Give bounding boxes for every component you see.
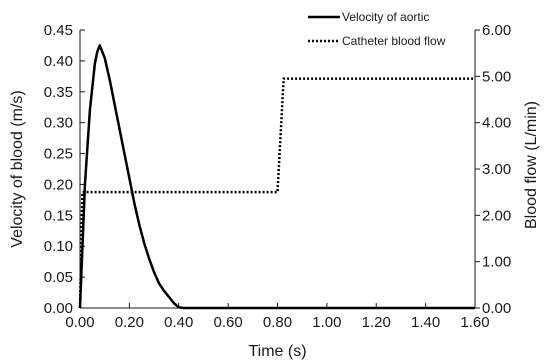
x-tick-group: 0.00 0.20 0.40 0.60 0.80 1.00 1.20 1.40 1.60 [65, 303, 490, 331]
left-y-tick-label: 0.05 [44, 269, 73, 286]
left-y-tick-label: 0.10 [44, 238, 73, 255]
left-y-tick-label: 0.20 [44, 176, 73, 193]
x-tick-label: 1.40 [411, 314, 440, 331]
left-y-tick-label: 0.00 [44, 300, 73, 317]
x-tick-label: 0.60 [214, 314, 243, 331]
right-y-tick-label: 3.00 [482, 161, 511, 178]
right-y-tick-label: 4.00 [482, 115, 511, 132]
left-y-tick-group: 0.00 0.05 0.10 0.15 0.20 0.25 0.30 0.35 0.40 0.45 [44, 22, 85, 317]
series-catheter-blood-flow-line [78, 77, 475, 309]
series-aortic-velocity-line [78, 44, 475, 310]
left-y-tick-label: 0.35 [44, 84, 73, 101]
left-y-tick-label: 0.45 [44, 22, 73, 39]
right-y-tick-label: 0.00 [482, 300, 511, 317]
left-y-axis-title: Velocity of blood (m/s) [9, 90, 26, 247]
right-y-tick-label: 1.00 [482, 254, 511, 271]
left-y-tick-label: 0.15 [44, 207, 73, 224]
x-tick-label: 1.20 [362, 314, 391, 331]
legend-label-catheter: Catheter blood flow [342, 34, 446, 48]
left-y-tick-label: 0.25 [44, 146, 73, 163]
right-y-tick-label: 2.00 [482, 207, 511, 224]
x-tick-label: 1.00 [312, 314, 341, 331]
right-y-tick-label: 6.00 [482, 22, 511, 39]
x-tick-label: 0.00 [65, 314, 94, 331]
x-tick-label: 0.20 [115, 314, 144, 331]
series-group [78, 44, 475, 310]
left-y-tick-label: 0.30 [44, 115, 73, 132]
right-y-tick-group: 0.00 1.00 2.00 3.00 4.00 5.00 6.00 [475, 22, 511, 317]
left-y-tick-label: 0.40 [44, 53, 73, 70]
legend-label-velocity: Velocity of aortic [342, 10, 429, 24]
x-tick-label: 1.60 [460, 314, 489, 331]
x-axis-title: Time (s) [248, 343, 306, 360]
right-y-tick-label: 5.00 [482, 68, 511, 85]
right-y-axis-title: Blood flow (L/min) [523, 101, 540, 229]
x-tick-label: 0.80 [263, 314, 292, 331]
x-tick-label: 0.40 [164, 314, 193, 331]
legend: Velocity of aortic Catheter blood flow [308, 10, 446, 48]
axes-group [79, 30, 476, 309]
